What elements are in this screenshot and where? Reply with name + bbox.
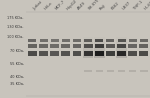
- Bar: [116, 56, 127, 58]
- Bar: [83, 39, 93, 42]
- Bar: [84, 70, 92, 72]
- Bar: [83, 50, 93, 52]
- Text: 40 KDa-: 40 KDa-: [9, 75, 24, 79]
- Bar: [83, 44, 93, 46]
- Bar: [28, 44, 37, 48]
- Text: A549: A549: [77, 1, 87, 11]
- Text: HL-60: HL-60: [144, 0, 150, 11]
- Bar: [106, 51, 115, 56]
- Text: MCF-7: MCF-7: [55, 0, 66, 11]
- Bar: [95, 39, 103, 42]
- Bar: [116, 48, 127, 50]
- Bar: [107, 70, 114, 72]
- Bar: [117, 51, 126, 56]
- Bar: [28, 39, 36, 42]
- Bar: [117, 39, 126, 42]
- Bar: [129, 39, 137, 42]
- Bar: [50, 44, 59, 48]
- Bar: [94, 44, 105, 46]
- Bar: [139, 44, 148, 48]
- Bar: [94, 54, 105, 56]
- Bar: [118, 70, 125, 72]
- Bar: [39, 51, 48, 56]
- Text: 175 KDa-: 175 KDa-: [7, 16, 24, 20]
- Bar: [94, 56, 105, 58]
- Bar: [95, 51, 104, 56]
- Bar: [83, 42, 93, 44]
- Text: THP-1: THP-1: [133, 0, 144, 11]
- Bar: [94, 42, 105, 44]
- Bar: [51, 39, 59, 42]
- Bar: [95, 44, 104, 48]
- Bar: [39, 44, 48, 48]
- Bar: [106, 44, 115, 48]
- Bar: [50, 51, 59, 56]
- Bar: [84, 44, 93, 48]
- Bar: [128, 51, 137, 56]
- Bar: [116, 54, 127, 56]
- Bar: [106, 39, 114, 42]
- Text: 100 KDa-: 100 KDa-: [7, 35, 24, 39]
- Bar: [94, 52, 105, 54]
- Text: Jurkat: Jurkat: [32, 0, 43, 11]
- Bar: [140, 70, 148, 72]
- Bar: [83, 54, 93, 56]
- Bar: [83, 52, 93, 54]
- Bar: [117, 44, 126, 48]
- Text: K562: K562: [110, 1, 120, 11]
- Bar: [94, 37, 105, 39]
- Text: 35 KDa-: 35 KDa-: [9, 82, 24, 86]
- Bar: [116, 39, 127, 42]
- Bar: [61, 44, 70, 48]
- Bar: [83, 46, 93, 48]
- Bar: [73, 51, 81, 56]
- Text: SH-SY5Y: SH-SY5Y: [88, 0, 103, 11]
- Bar: [116, 50, 127, 52]
- Text: 70 KDa-: 70 KDa-: [9, 49, 24, 53]
- Bar: [61, 51, 70, 56]
- Text: 130 KDa-: 130 KDa-: [7, 25, 24, 29]
- Bar: [40, 39, 48, 42]
- Bar: [94, 48, 105, 50]
- Bar: [84, 51, 93, 56]
- Bar: [94, 46, 105, 48]
- Text: U937: U937: [122, 1, 132, 11]
- Bar: [73, 39, 81, 42]
- Bar: [94, 50, 105, 52]
- Bar: [83, 56, 93, 58]
- Bar: [116, 44, 127, 46]
- Bar: [139, 51, 148, 56]
- Bar: [116, 46, 127, 48]
- Bar: [128, 44, 137, 48]
- Bar: [73, 44, 81, 48]
- Bar: [62, 39, 70, 42]
- Bar: [28, 51, 37, 56]
- Bar: [83, 48, 93, 50]
- Bar: [140, 39, 148, 42]
- Bar: [94, 39, 105, 42]
- Bar: [129, 70, 136, 72]
- Text: 55 KDa-: 55 KDa-: [9, 62, 24, 66]
- Bar: [116, 37, 127, 39]
- Text: HeLa: HeLa: [44, 1, 53, 11]
- Bar: [96, 70, 103, 72]
- Bar: [116, 42, 127, 44]
- Text: Raji: Raji: [99, 3, 107, 11]
- Text: HepG2: HepG2: [66, 0, 78, 11]
- Bar: [116, 52, 127, 54]
- Bar: [83, 37, 93, 39]
- Bar: [84, 39, 92, 42]
